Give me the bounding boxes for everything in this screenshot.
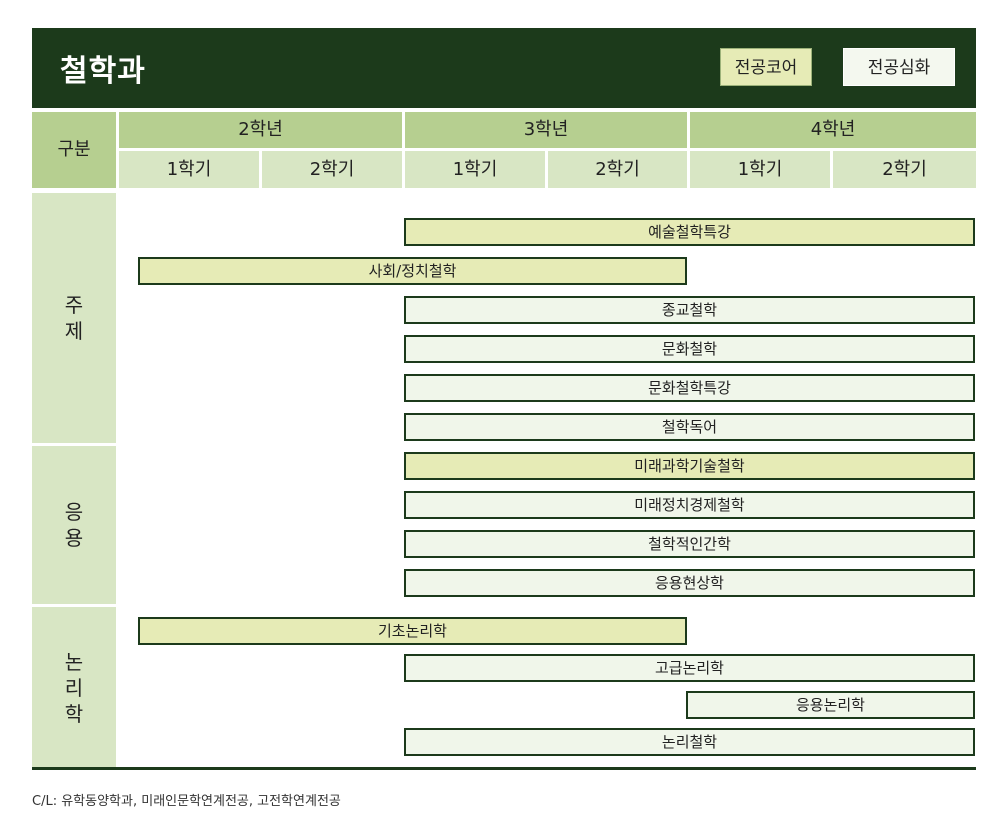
course-bar: 미래정치경제철학 (404, 491, 975, 519)
page-header: 철학과 전공코어 전공심화 (32, 28, 976, 108)
header-gubun: 구분 (32, 112, 116, 188)
course-bar: 기초논리학 (138, 617, 687, 645)
header-semester: 1학기 (119, 151, 259, 188)
header-semester: 2학기 (833, 151, 976, 188)
header-semester: 2학기 (548, 151, 687, 188)
category-label: 응용 (64, 500, 84, 550)
header-year-2: 2학년 (119, 112, 402, 148)
course-bar: 미래과학기술철학 (404, 452, 975, 480)
course-bar: 문화철학 (404, 335, 975, 363)
category-label: 주제 (64, 293, 84, 343)
category-topic: 주제 (32, 193, 116, 443)
course-bar: 응용현상학 (404, 569, 975, 597)
legend-core-button[interactable]: 전공코어 (720, 48, 812, 86)
course-bar: 예술철학특강 (404, 218, 975, 246)
course-bar: 응용논리학 (686, 691, 975, 719)
header-year-3: 3학년 (405, 112, 687, 148)
header-semester: 2학기 (262, 151, 402, 188)
course-bar: 논리철학 (404, 728, 975, 756)
header-year-4: 4학년 (690, 112, 976, 148)
course-bar: 철학독어 (404, 413, 975, 441)
legend-advanced-button[interactable]: 전공심화 (843, 48, 955, 86)
course-bar: 철학적인간학 (404, 530, 975, 558)
page-title: 철학과 (60, 54, 146, 89)
header-semester: 1학기 (690, 151, 830, 188)
table-bottom-border (32, 767, 976, 770)
category-label: 논리학 (64, 649, 84, 726)
course-bar: 문화철학특강 (404, 374, 975, 402)
course-bar: 종교철학 (404, 296, 975, 324)
course-bar: 사회/정치철학 (138, 257, 687, 285)
course-bar: 고급논리학 (404, 654, 975, 682)
footnote: C/L: 유학동양학과, 미래인문학연계전공, 고전학연계전공 (32, 794, 341, 809)
header-semester: 1학기 (405, 151, 545, 188)
category-applied: 응용 (32, 446, 116, 604)
category-logic: 논리학 (32, 607, 116, 768)
